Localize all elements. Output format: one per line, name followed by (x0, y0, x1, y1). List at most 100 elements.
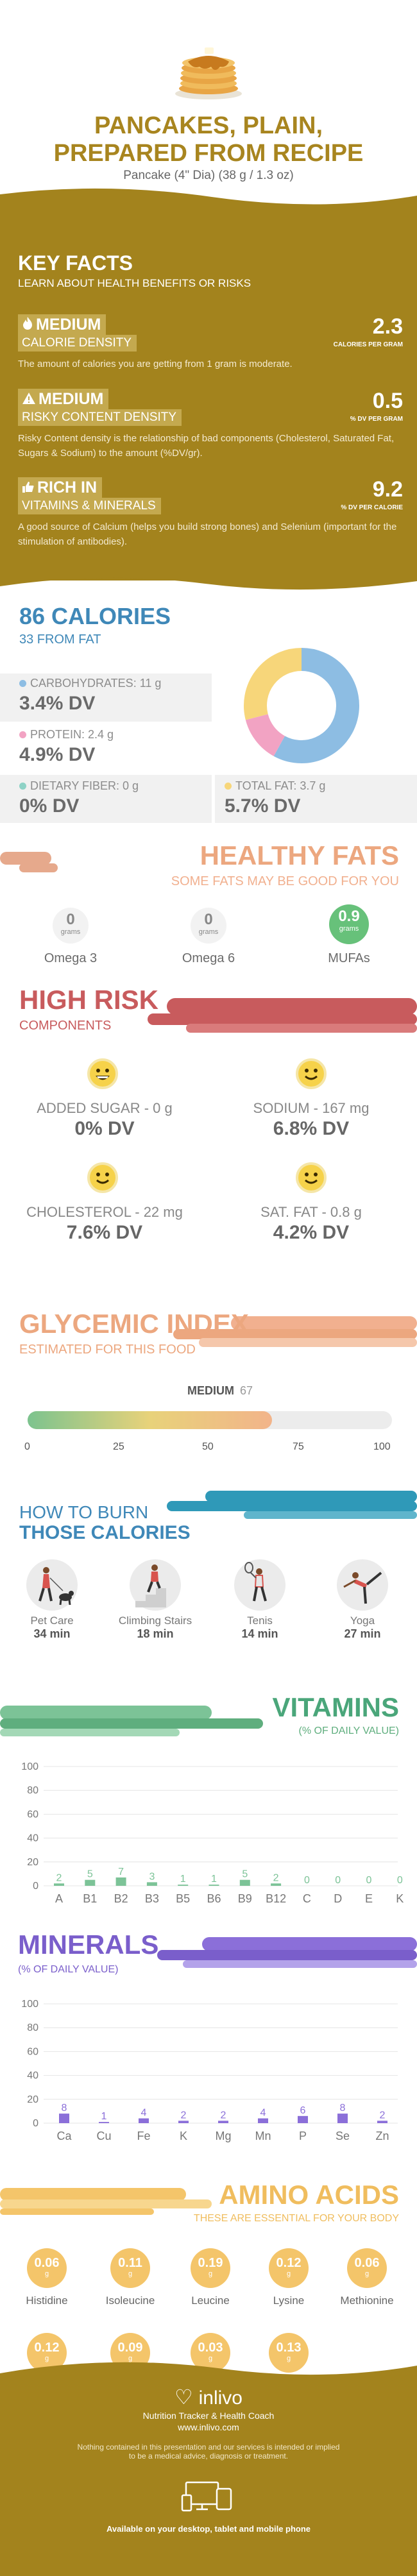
gi-tick: 0 (24, 1441, 30, 1452)
risk-sodium: SODIUM - 167 mg 6.8% DV (218, 1100, 404, 1140)
minerals-subtitle: (% OF DAILY VALUE) (18, 1964, 119, 1975)
amino-name: Lysine (273, 2294, 305, 2307)
warning-icon (22, 391, 36, 409)
bar-Se (337, 2114, 348, 2123)
nutrient-label: TOTAL FAT: 3.7 g (235, 779, 326, 792)
bar-value-label: 4 (141, 2108, 147, 2119)
bar-value-label: 5 (242, 1869, 248, 1880)
x-tick-label: Ca (56, 2130, 72, 2142)
donut-slice-protein (245, 713, 285, 756)
mufas-label: MUFAs (328, 951, 370, 965)
nutrient-total-fat: TOTAL FAT: 3.7 g 5.7% DV (225, 779, 325, 817)
x-tick-label: B6 (207, 1892, 221, 1905)
burn-title-line1: HOW TO BURN (19, 1502, 149, 1522)
footer-brand-row: ♡ inlivo (0, 2385, 417, 2409)
fiber-band (0, 775, 212, 823)
calories-donut-chart (244, 648, 359, 763)
x-tick-label: K (180, 2130, 187, 2142)
fat-band (215, 775, 417, 823)
fact-calorie-density: MEDIUM CALORIE DENSITY 2.3 CALORIES PER … (18, 314, 403, 371)
amino-circle: 0.12 g (269, 2248, 309, 2288)
activity-name: Climbing Stairs (118, 1614, 192, 1627)
risk-dv: 0% DV (74, 1118, 135, 1139)
high-risk-decoration (148, 998, 417, 1033)
amino-circle: 0.13 g (269, 2333, 309, 2373)
x-tick-label: Zn (375, 2130, 389, 2142)
amino-value: 0.06 (354, 2256, 380, 2270)
bar-value-label: 2 (181, 2110, 187, 2121)
page-title-line2: PREPARED FROM RECIPE (53, 140, 364, 167)
fact-vitamins-minerals: RICH IN VITAMINS & MINERALS 9.2 % DV PER… (18, 477, 403, 549)
grin-face-icon (87, 1058, 118, 1089)
bar-value-label: 2 (56, 1872, 62, 1883)
nutrient-dv: 4.9% DV (19, 744, 96, 765)
protein-dot (19, 731, 26, 738)
stairs-icon (130, 1559, 181, 1611)
smile-face-icon (296, 1058, 327, 1089)
amino-subtitle: THESE ARE ESSENTIAL FOR YOUR BODY (193, 2213, 399, 2224)
omega6-value: 0 (204, 911, 213, 928)
glycemic-value: 67 (240, 1384, 253, 1397)
risk-label: SODIUM - 167 mg (253, 1100, 370, 1116)
footer-wave (0, 2362, 417, 2383)
risk-label: CHOLESTEROL - 22 mg (26, 1204, 183, 1220)
amino-decoration (0, 2188, 212, 2215)
fact-unit: % DV PER GRAM (350, 416, 403, 423)
burn-decoration (167, 1491, 417, 1519)
amino-isoleucine: 0.11 g Isoleucine (92, 2248, 169, 2307)
vitamins-bar-chart: 100 80 60 40 20 0 2 A 5 B1 7 B2 3 B3 1 B5 1 B6 5 B9 2 B12 0 C 0 D… (21, 1761, 404, 1905)
nutrient-label: PROTEIN: 2.4 g (30, 728, 114, 741)
bar-value-label: 6 (300, 2105, 306, 2116)
fat-dot (225, 783, 232, 790)
footer-brand: inlivo (198, 2387, 243, 2409)
nutrient-dv: 5.7% DV (225, 795, 301, 817)
activity-name: Pet Care (30, 1614, 74, 1627)
bar-B5 (178, 1885, 189, 1886)
amino-unit: g (286, 2270, 291, 2278)
heart-logo-icon: ♡ (174, 2385, 193, 2409)
key-facts-subtitle: LEARN ABOUT HEALTH BENEFITS OR RISKS (18, 277, 251, 289)
bar-B9 (239, 1879, 250, 1886)
mufas-unit: grams (339, 925, 359, 933)
nutrient-fiber: DIETARY FIBER: 0 g 0% DV (19, 779, 139, 817)
healthy-fats-title: HEALTHY FATS (200, 840, 399, 870)
x-tick-label: D (334, 1892, 342, 1905)
x-tick-label: K (396, 1892, 404, 1905)
footer-url[interactable]: www.inlivo.com (178, 2422, 239, 2432)
amino-unit: g (364, 2270, 370, 2278)
vitamins-subtitle: (% OF DAILY VALUE) (298, 1725, 399, 1736)
fact-label: RISKY CONTENT DENSITY (18, 409, 182, 426)
omega3-value: 0 (66, 911, 75, 928)
bar-value-label: 1 (101, 2111, 107, 2122)
x-tick-label: B12 (266, 1892, 286, 1905)
bar-value-label: 0 (304, 1875, 310, 1886)
y-tick-label: 40 (27, 2071, 38, 2081)
fact-label: CALORIE DENSITY (18, 334, 137, 352)
amino-value: 0.09 (117, 2341, 143, 2355)
nutrient-carbohydrates: CARBOHYDRATES: 11 g 3.4% DV (19, 677, 161, 715)
amino-name: Isoleucine (105, 2294, 155, 2307)
fact-value: 9.2 (372, 477, 403, 502)
bar-value-label: 8 (340, 2103, 346, 2114)
carbs-dot (19, 680, 26, 687)
gi-tick: 50 (202, 1441, 214, 1452)
burn-title-line2: THOSE CALORIES (19, 1522, 191, 1543)
amino-unit: g (128, 2355, 133, 2362)
risk-label: SAT. FAT - 0.8 g (260, 1204, 362, 1220)
glycemic-reading: MEDIUM 67 (187, 1384, 253, 1398)
fact-unit: CALORIES PER GRAM (333, 341, 403, 348)
gi-tick: 25 (113, 1441, 124, 1452)
fact-risky-content: MEDIUM RISKY CONTENT DENSITY 0.5 % DV PE… (18, 389, 403, 461)
high-risk-subtitle: COMPONENTS (19, 1019, 112, 1033)
amino-lysine: 0.12 g Lysine (250, 2248, 327, 2307)
risk-cholesterol: CHOLESTEROL - 22 mg 7.6% DV (12, 1204, 198, 1244)
y-tick-label: 80 (27, 1785, 38, 1796)
omega6-unit: grams (198, 928, 219, 936)
smile-face-icon (87, 1162, 118, 1193)
bar-value-label: 0 (335, 1875, 341, 1886)
fact-level: MEDIUM (38, 390, 104, 408)
fact-level: MEDIUM (36, 316, 101, 334)
bar-value-label: 0 (366, 1875, 372, 1886)
amino-value: 0.11 (118, 2256, 142, 2270)
amino-circle: 0.06 g (347, 2248, 387, 2288)
